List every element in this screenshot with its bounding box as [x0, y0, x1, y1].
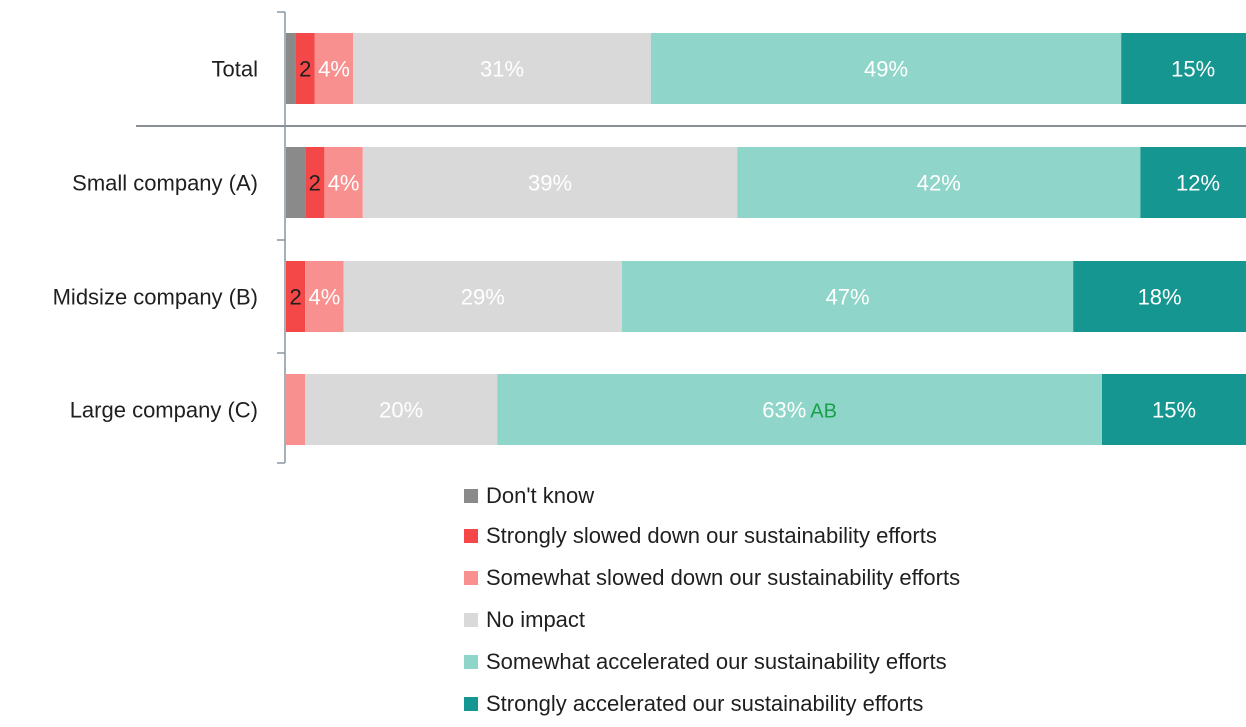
data-label-value: 15%	[1152, 398, 1196, 423]
data-label-no-impact-total: 31%	[480, 57, 524, 82]
bar-segment-somewhat-slowed-down-our-sustainability-efforts-large-company-c	[286, 374, 306, 445]
data-label-strongly-slowed-down-our-sustainability-efforts-total: 2	[299, 57, 311, 82]
data-label-value: 42%	[917, 171, 961, 196]
bar-segment-strongly-accelerated-our-sustainability-efforts-midsize-company-b	[1073, 261, 1246, 332]
bar-segment-don-t-know-total	[286, 33, 296, 104]
data-label-strongly-accelerated-our-sustainability-efforts-total: 15%	[1171, 57, 1215, 82]
data-label-value: 20%	[379, 398, 423, 423]
data-label-value: 12%	[1176, 171, 1220, 196]
legend-item-no-impact: No impact	[464, 604, 585, 636]
bar-segment-strongly-accelerated-our-sustainability-efforts-total	[1121, 33, 1246, 104]
legend-swatch	[464, 655, 478, 669]
data-label-value: 4%	[328, 171, 360, 196]
category-label-midsize-company-b: Midsize company (B)	[53, 285, 258, 310]
bar-segment-strongly-slowed-down-our-sustainability-efforts-total	[295, 33, 315, 104]
bar-segment-no-impact-total	[353, 33, 651, 104]
category-label-small-company-a: Small company (A)	[72, 171, 258, 196]
category-label-total: Total	[212, 57, 258, 82]
bar-segment-no-impact-large-company-c	[305, 374, 498, 445]
legend-label: Somewhat slowed down our sustainability …	[486, 565, 961, 590]
legend-item-somewhat-accelerated-our-sustainability-efforts: Somewhat accelerated our sustainability …	[464, 646, 947, 678]
data-label-somewhat-accelerated-our-sustainability-efforts-total: 49%	[864, 57, 908, 82]
data-label-value: 4%	[309, 285, 341, 310]
legend-item-strongly-accelerated-our-sustainability-efforts: Strongly accelerated our sustainability …	[464, 688, 923, 720]
data-label-value: 47%	[826, 285, 870, 310]
data-label-value: 2	[289, 285, 301, 310]
bar-segment-somewhat-accelerated-our-sustainability-efforts-large-company-c	[497, 374, 1102, 445]
data-label-somewhat-accelerated-our-sustainability-efforts-large-company-c: 63% AB	[762, 398, 837, 423]
bar-segment-somewhat-accelerated-our-sustainability-efforts-total	[650, 33, 1122, 104]
bar-segment-no-impact-midsize-company-b	[343, 261, 622, 332]
data-label-value: 15%	[1171, 57, 1215, 82]
data-label-somewhat-slowed-down-our-sustainability-efforts-total: 4%	[318, 57, 350, 82]
chart-axes	[136, 11, 1246, 464]
data-label-value: 31%	[480, 57, 524, 82]
data-label-somewhat-slowed-down-our-sustainability-efforts-midsize-company-b: 4%	[309, 285, 341, 310]
data-label-value: 63%	[762, 398, 806, 423]
legend-item-strongly-slowed-down-our-sustainability-efforts: Strongly slowed down our sustainability …	[464, 520, 937, 552]
data-label-somewhat-slowed-down-our-sustainability-efforts-small-company-a: 4%	[328, 171, 360, 196]
data-label-value: 2	[309, 171, 321, 196]
legend-swatch	[464, 489, 478, 503]
data-label-strongly-slowed-down-our-sustainability-efforts-midsize-company-b: 2	[289, 285, 301, 310]
bar-segment-strongly-slowed-down-our-sustainability-efforts-midsize-company-b	[286, 261, 306, 332]
legend-swatch	[464, 571, 478, 585]
bar-segment-don-t-know-small-company-a	[286, 147, 306, 218]
bar-segment-strongly-slowed-down-our-sustainability-efforts-small-company-a	[305, 147, 325, 218]
category-label-large-company-c: Large company (C)	[70, 398, 258, 423]
data-label-no-impact-midsize-company-b: 29%	[461, 285, 505, 310]
legend-label: No impact	[486, 607, 586, 632]
data-label-value: 2	[299, 57, 311, 82]
legend-item-somewhat-slowed-down-our-sustainability-efforts: Somewhat slowed down our sustainability …	[464, 562, 960, 594]
legend-label: Somewhat accelerated our sustainability …	[486, 649, 947, 674]
bar-segment-somewhat-slowed-down-our-sustainability-efforts-total	[314, 33, 354, 104]
data-label-value: 49%	[864, 57, 908, 82]
bar-segment-somewhat-accelerated-our-sustainability-efforts-small-company-a	[737, 147, 1141, 218]
chart-bars	[286, 33, 1246, 445]
data-label-value: 29%	[461, 285, 505, 310]
data-label-no-impact-large-company-c: 20%	[379, 398, 423, 423]
data-label-no-impact-small-company-a: 39%	[528, 171, 572, 196]
bar-segment-no-impact-small-company-a	[362, 147, 738, 218]
bar-segment-somewhat-accelerated-our-sustainability-efforts-midsize-company-b	[622, 261, 1074, 332]
data-label-somewhat-accelerated-our-sustainability-efforts-midsize-company-b: 47%	[826, 285, 870, 310]
chart-category-labels: Total Small company (A) Midsize company (B…	[53, 57, 258, 423]
bar-segment-strongly-accelerated-our-sustainability-efforts-small-company-a	[1140, 147, 1246, 218]
legend-label: Strongly accelerated our sustainability …	[486, 691, 924, 716]
data-label-strongly-slowed-down-our-sustainability-efforts-small-company-a: 2	[309, 171, 321, 196]
legend-label: Strongly slowed down our sustainability …	[486, 523, 937, 548]
legend-item-don-t-know: Don't know	[464, 480, 594, 512]
legend-swatch	[464, 529, 478, 543]
legend-label: Don't know	[486, 483, 595, 508]
legend-swatch	[464, 613, 478, 627]
bar-segment-strongly-accelerated-our-sustainability-efforts-large-company-c	[1102, 374, 1246, 445]
bar-segment-somewhat-slowed-down-our-sustainability-efforts-small-company-a	[324, 147, 363, 218]
data-label-strongly-accelerated-our-sustainability-efforts-midsize-company-b: 18%	[1138, 285, 1182, 310]
bar-segment-somewhat-slowed-down-our-sustainability-efforts-midsize-company-b	[305, 261, 344, 332]
data-label-strongly-accelerated-our-sustainability-efforts-small-company-a: 12%	[1176, 171, 1220, 196]
data-label-somewhat-accelerated-our-sustainability-efforts-small-company-a: 42%	[917, 171, 961, 196]
data-label-value: 18%	[1138, 285, 1182, 310]
chart-data-labels: 2 4% 31% 49% 15% 2 4% 39% 42% 12% 2 4% 29% 47% 18% 20% 6…	[289, 57, 1220, 423]
data-label-value: 39%	[528, 171, 572, 196]
data-label-value: 4%	[318, 57, 350, 82]
legend-swatch	[464, 697, 478, 711]
data-label-strongly-accelerated-our-sustainability-efforts-large-company-c: 15%	[1152, 398, 1196, 423]
significance-marker: AB	[810, 401, 837, 423]
